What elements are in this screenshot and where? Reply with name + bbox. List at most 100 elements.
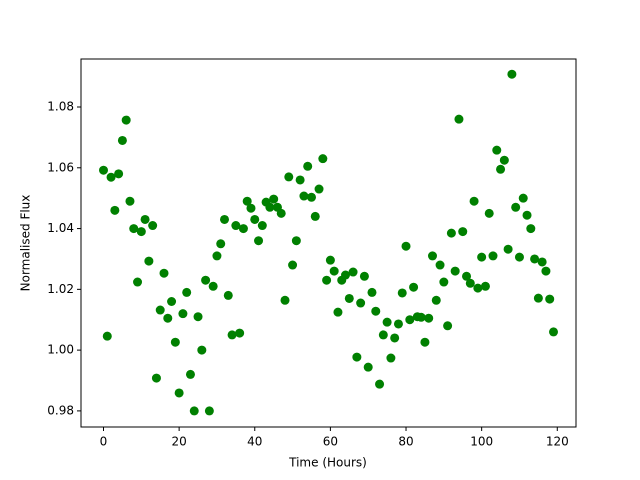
point <box>378 330 388 340</box>
point <box>545 294 555 304</box>
x-tick-label: 0 <box>100 435 108 449</box>
point <box>477 252 487 262</box>
point <box>318 154 328 164</box>
point <box>280 295 290 305</box>
point <box>299 191 309 201</box>
point <box>329 266 339 276</box>
point <box>382 317 392 327</box>
point <box>99 165 108 175</box>
point <box>405 315 415 325</box>
point <box>144 256 154 266</box>
point <box>265 202 275 212</box>
point <box>117 135 127 145</box>
point <box>197 345 207 355</box>
point <box>220 214 230 224</box>
point <box>427 251 437 261</box>
point <box>155 305 165 315</box>
point <box>208 281 218 291</box>
point <box>223 290 233 300</box>
point <box>511 202 521 212</box>
point <box>488 251 498 261</box>
point <box>159 268 169 278</box>
point <box>526 224 536 234</box>
point <box>246 203 256 213</box>
point <box>136 227 146 237</box>
point <box>363 362 373 372</box>
y-tick-label: 0.98 <box>47 403 74 417</box>
y-tick-label: 1.08 <box>47 100 74 114</box>
point <box>393 319 403 329</box>
point <box>250 214 260 224</box>
y-tick-label: 1.00 <box>47 343 74 357</box>
point <box>125 196 135 206</box>
point <box>522 210 532 220</box>
point <box>269 194 279 204</box>
point <box>359 271 369 281</box>
point <box>549 327 558 337</box>
point <box>129 224 139 234</box>
point <box>492 145 502 155</box>
point <box>465 278 475 288</box>
point <box>110 205 120 215</box>
point <box>439 277 449 287</box>
point <box>352 352 362 362</box>
point <box>503 244 513 254</box>
point <box>473 283 483 293</box>
point <box>435 260 445 270</box>
x-axis-label: Time (Hours) <box>288 456 367 470</box>
point <box>174 388 184 398</box>
point <box>257 221 267 231</box>
point <box>443 321 453 331</box>
point <box>424 313 434 323</box>
x-tick-label: 100 <box>470 435 493 449</box>
point <box>469 196 479 206</box>
point <box>420 337 430 347</box>
point <box>148 221 158 231</box>
point <box>189 406 199 416</box>
point <box>514 252 524 262</box>
point <box>201 275 211 285</box>
point <box>518 193 528 203</box>
point <box>431 295 441 305</box>
point <box>288 260 298 270</box>
point <box>235 328 245 338</box>
point <box>306 192 316 202</box>
point <box>193 312 203 322</box>
point <box>375 379 385 389</box>
point <box>322 275 332 285</box>
point <box>204 406 214 416</box>
point <box>348 267 358 277</box>
point <box>295 175 305 185</box>
point <box>325 255 335 265</box>
point <box>133 277 143 287</box>
point <box>341 270 351 280</box>
point <box>276 208 286 218</box>
point <box>356 298 366 308</box>
point <box>291 236 301 246</box>
point <box>242 196 252 206</box>
point <box>507 69 517 79</box>
y-tick-label: 1.02 <box>47 282 74 296</box>
x-tick-label: 60 <box>323 435 338 449</box>
point <box>537 257 547 267</box>
point <box>397 288 407 298</box>
plot-frame <box>80 58 577 428</box>
point <box>450 266 460 276</box>
point <box>231 221 241 231</box>
point <box>216 239 226 249</box>
point <box>238 224 248 234</box>
point <box>151 373 161 383</box>
x-tick-label: 80 <box>398 435 413 449</box>
point <box>314 184 324 194</box>
x-tick-label: 40 <box>247 435 262 449</box>
point <box>530 254 540 264</box>
point <box>458 227 468 237</box>
point <box>167 296 177 306</box>
point <box>106 172 116 182</box>
point <box>409 282 419 292</box>
point <box>533 293 543 303</box>
point <box>333 307 343 317</box>
x-tick-label: 20 <box>171 435 186 449</box>
x-tick-label: 120 <box>546 435 569 449</box>
